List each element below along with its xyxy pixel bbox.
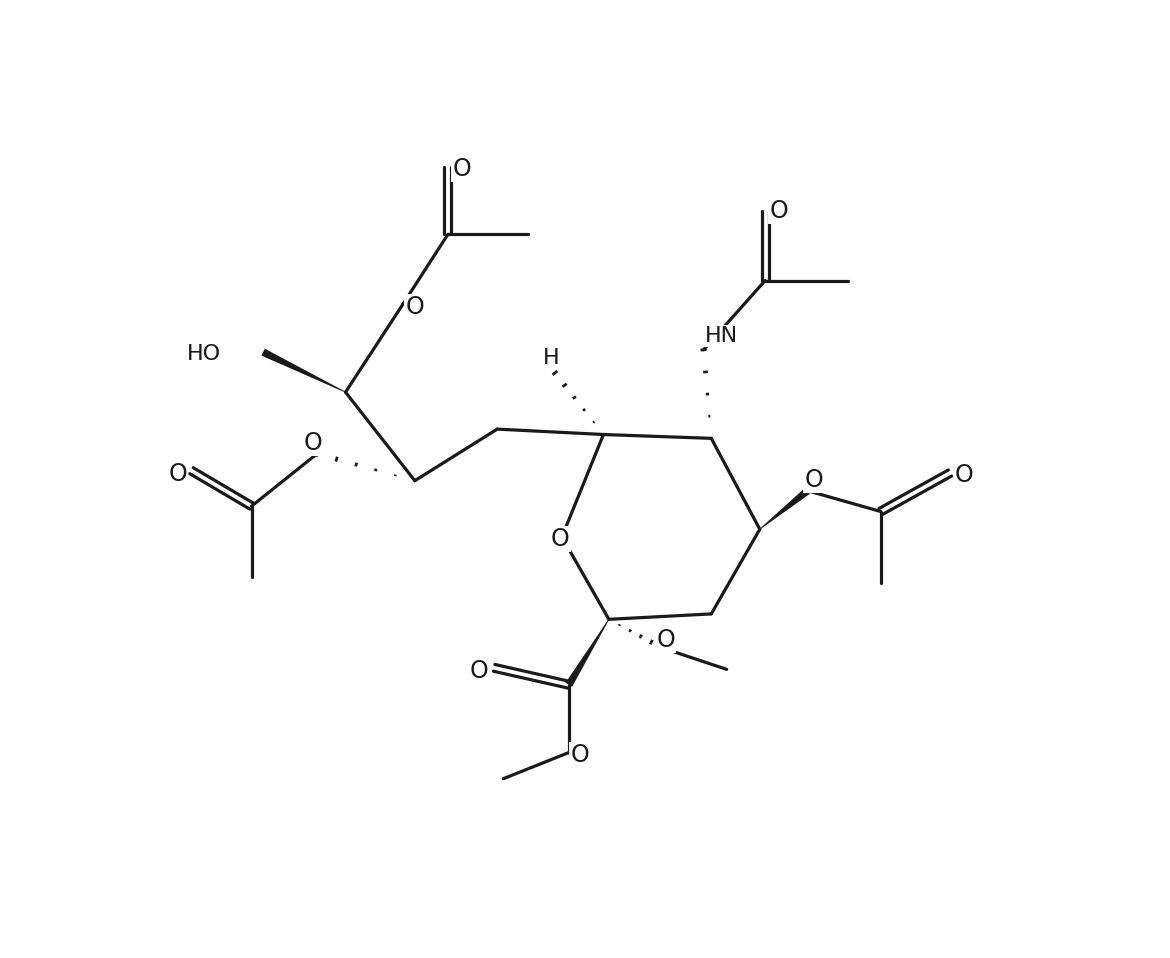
Text: H: H [543,348,559,368]
Text: O: O [469,659,488,683]
Text: O: O [406,295,425,319]
Polygon shape [565,619,610,687]
Text: O: O [304,431,323,455]
Text: O: O [551,527,570,551]
Polygon shape [261,349,345,393]
Text: O: O [804,468,823,492]
Text: O: O [656,628,675,652]
Text: O: O [453,157,472,181]
Polygon shape [759,488,810,530]
Text: O: O [770,199,789,223]
Text: O: O [168,462,187,486]
Text: HO: HO [187,345,221,364]
Text: HN: HN [706,326,738,346]
Text: O: O [955,464,973,488]
Text: O: O [570,742,589,766]
